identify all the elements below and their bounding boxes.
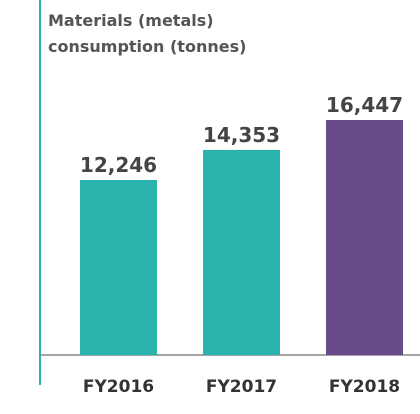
chart-title: Materials (metals) consumption (tonnes) xyxy=(48,11,247,56)
bar xyxy=(203,149,280,355)
bar xyxy=(80,180,157,355)
value-label: 14,353 xyxy=(203,123,280,147)
bar xyxy=(326,120,403,355)
x-tick-label: FY2018 xyxy=(329,377,400,397)
x-tick-label: FY2017 xyxy=(206,377,277,397)
value-label: 16,447 xyxy=(326,93,403,117)
x-tick-label: FY2016 xyxy=(83,377,154,397)
value-label: 12,246 xyxy=(80,153,157,177)
